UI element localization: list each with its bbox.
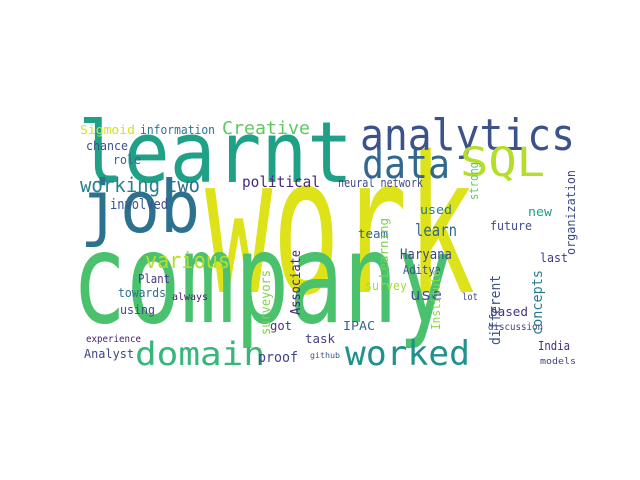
- word: Plant: [138, 272, 170, 286]
- word: concepts: [530, 270, 546, 335]
- word: Learning: [377, 218, 391, 278]
- word: future: [490, 219, 532, 233]
- word: working: [80, 173, 160, 197]
- word: role: [113, 153, 141, 167]
- word: Haryana: [400, 247, 452, 263]
- word: discussion: [488, 322, 543, 333]
- word: analytics: [360, 110, 575, 161]
- word: IPAC: [343, 319, 375, 333]
- word: company: [72, 207, 452, 352]
- word: Sigmoid: [80, 123, 135, 137]
- word: new: [528, 205, 553, 219]
- word: always: [172, 292, 208, 303]
- word: India: [538, 339, 570, 353]
- word: Creative: [222, 118, 310, 139]
- word: neural network: [338, 176, 424, 190]
- word: data: [362, 142, 450, 188]
- word: domain: [135, 335, 265, 373]
- word: different: [488, 275, 504, 345]
- word: github: [310, 351, 340, 360]
- word: Associate: [289, 250, 304, 315]
- word: team: [358, 227, 388, 241]
- word: task: [305, 332, 336, 346]
- word: learn: [415, 221, 457, 241]
- word: proof: [258, 350, 298, 366]
- word: chance: [86, 139, 128, 153]
- word: organization: [564, 170, 578, 255]
- word: towards: [118, 286, 166, 300]
- word: SQL: [460, 140, 545, 186]
- word: strong: [467, 162, 481, 200]
- word: models: [540, 357, 576, 367]
- word: surveyors: [259, 270, 274, 335]
- word: experience: [86, 334, 141, 345]
- word: use: [410, 285, 442, 304]
- word: information: [140, 123, 215, 137]
- word: political: [242, 173, 320, 191]
- word: involved: [110, 197, 168, 213]
- word: survey: [365, 279, 407, 293]
- word: Analyst: [84, 347, 134, 361]
- word: last: [540, 251, 568, 265]
- word: work: [205, 116, 475, 337]
- word: two: [166, 173, 200, 197]
- word: based: [490, 305, 528, 319]
- word: Aditya: [403, 263, 441, 277]
- word: used: [420, 203, 452, 217]
- word: Institute: [429, 270, 443, 330]
- word: got: [270, 319, 292, 333]
- word: various: [145, 249, 230, 274]
- word: job: [80, 165, 200, 249]
- word: lot: [462, 292, 478, 303]
- word: worked: [345, 334, 470, 374]
- word: using: [120, 303, 155, 317]
- word: learnt: [78, 104, 353, 203]
